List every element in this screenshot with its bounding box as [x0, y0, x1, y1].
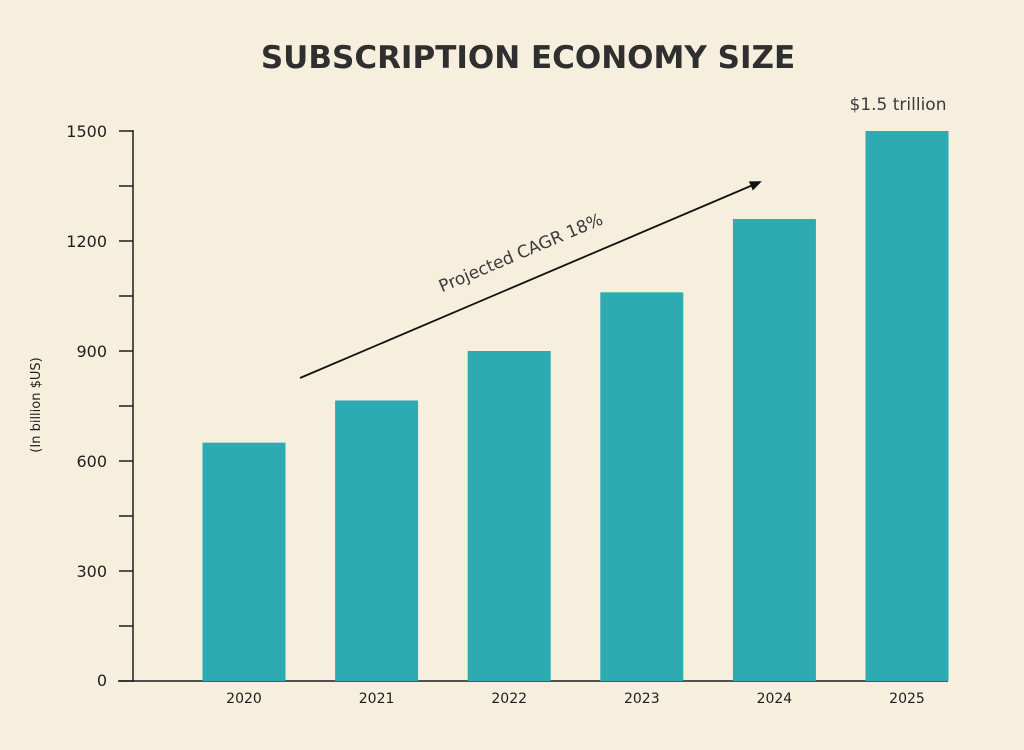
trend-arrow — [299, 181, 762, 379]
y-tick-label: 0 — [97, 671, 107, 690]
category-labels: 2020 2021 2022 2023 2024 2025 — [226, 691, 925, 707]
x-tick-label: 2023 — [624, 691, 660, 707]
bar-2025 — [865, 131, 949, 681]
bars — [202, 131, 949, 681]
last-bar-annotation: $1.5 trillion — [850, 95, 947, 115]
x-tick-label: 2021 — [359, 691, 395, 707]
bar-2022 — [467, 351, 551, 681]
x-tick-label: 2020 — [226, 691, 262, 707]
bar-2021 — [335, 400, 419, 681]
y-axis-ticks: 300 600 900 1200 1500 0 — [66, 122, 133, 690]
y-axis-label: (In billion $US) — [29, 357, 44, 452]
y-tick-label: 900 — [76, 342, 107, 361]
x-tick-label: 2025 — [889, 691, 925, 707]
chart-title: SUBSCRIPTION ECONOMY SIZE — [261, 40, 795, 76]
bar-2023 — [600, 292, 684, 681]
x-tick-label: 2022 — [491, 691, 527, 707]
x-tick-label: 2024 — [757, 691, 793, 707]
y-tick-label: 1200 — [66, 232, 107, 251]
y-tick-label: 600 — [76, 452, 107, 471]
y-tick-label: 300 — [76, 562, 107, 581]
bar-2020 — [202, 442, 286, 681]
bar-2024 — [732, 219, 816, 681]
y-tick-label: 1500 — [66, 122, 107, 141]
